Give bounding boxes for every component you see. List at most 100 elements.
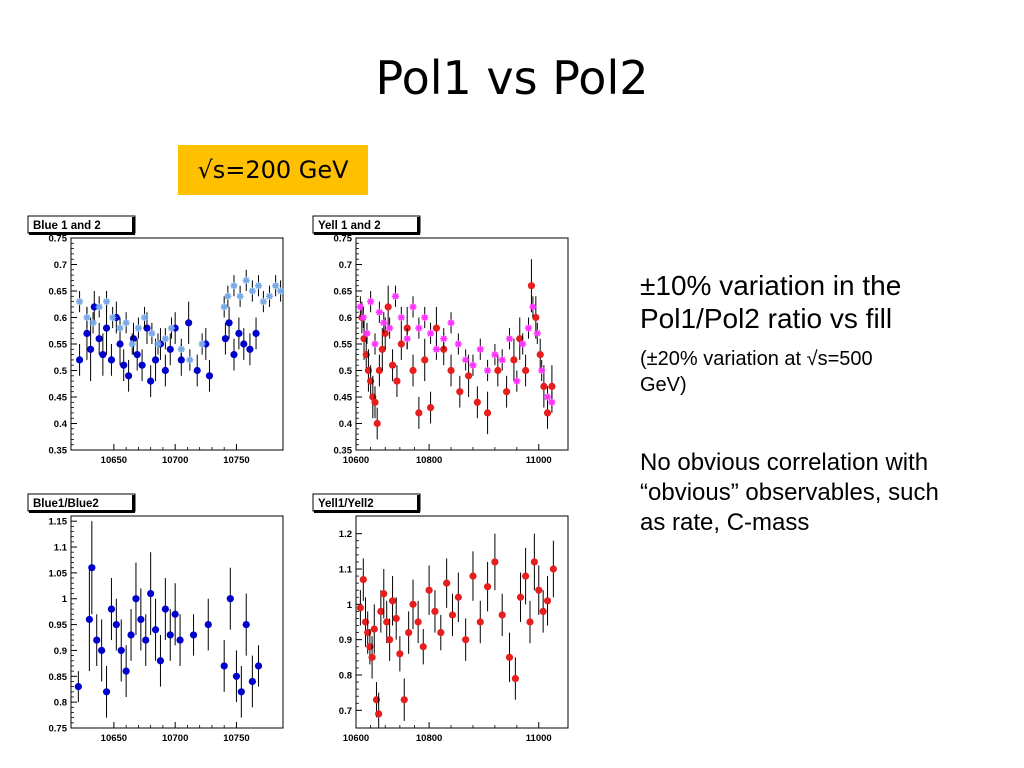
yell-1-and-2-marker [532, 313, 540, 322]
blue-1-and-2-marker [140, 313, 149, 322]
yell-1-and-2-point [375, 301, 383, 323]
blue1-blue2-point [237, 665, 245, 718]
blue-1-and-2-ytick-label: 0.6 [54, 313, 67, 324]
yell-1-and-2-point [502, 375, 511, 408]
yell-1-and-2-ytick-label: 0.5 [339, 366, 353, 377]
blue-1-and-2-point [193, 354, 201, 387]
blue-1-and-2-point [230, 338, 238, 371]
blue-1-and-2-marker [224, 292, 232, 300]
blue1-blue2-ytick-label: 0.95 [49, 620, 68, 631]
yell-1-and-2-ytick-label: 0.4 [339, 419, 353, 430]
blue1-blue2-point [132, 562, 140, 635]
blue-1-and-2-point [122, 312, 130, 334]
yell-1-and-2-point [384, 285, 392, 329]
yell-1-and-2-point [483, 359, 492, 382]
blue1-blue2-marker [254, 662, 263, 670]
yell1-yell2-marker [491, 558, 499, 566]
blue-1-and-2-point [205, 359, 214, 392]
blue-1-and-2-marker [242, 276, 250, 284]
yell-1-and-2-point [533, 322, 541, 344]
blue-1-and-2-xtick-label: 10700 [162, 455, 188, 466]
yell1-yell2-marker [383, 618, 391, 626]
blue-1-and-2-marker [248, 287, 256, 295]
blue-1-and-2-point [177, 338, 185, 360]
yell-1-and-2-ytick-label: 0.65 [334, 287, 353, 298]
yell-1-and-2-point [524, 317, 533, 339]
blue-1-and-2-marker [107, 356, 116, 364]
blue1-blue2-marker [189, 631, 198, 639]
blue-1-and-2-marker [151, 356, 160, 364]
yell-1-and-2-point [371, 386, 379, 419]
yell-1-and-2-marker [375, 308, 383, 316]
blue-1-and-2-marker [122, 319, 130, 327]
blue1-blue2-ytick-label: 1.1 [54, 543, 68, 554]
blue1-blue2-marker [117, 646, 125, 655]
yell1-yell2-point [530, 533, 538, 591]
bullet-variation: ±10% variation in the Pol1/Pol2 ratio vs… [640, 270, 902, 334]
blue1-blue2-ytick-label: 1.15 [49, 517, 68, 528]
yell-1-and-2-marker [432, 345, 441, 353]
blue1-blue2-ytick-label: 0.9 [54, 646, 67, 657]
blue1-blue2-point [171, 583, 179, 646]
yell1-yell2-point [535, 565, 543, 615]
yell1-yell2-point [392, 597, 400, 640]
blue-1-and-2-point [99, 333, 107, 376]
yell1-yell2-point [476, 600, 484, 644]
yell-1-and-2-marker [426, 329, 435, 337]
yell-1-and-2-chart: Yell 1 and 2 0.35 0.4 0.45 0.5 0.55 0.6 0.65 0.7… [310, 212, 580, 472]
yell1-yell2-point [469, 551, 477, 601]
yell-1-and-2-marker [524, 324, 533, 332]
yell-1-and-2-point [522, 354, 530, 387]
blue1-blue2-point [127, 609, 135, 661]
blue-1-and-2-point [186, 349, 194, 371]
yell-1-and-2-marker [421, 356, 429, 364]
blue1-blue2-marker [232, 672, 241, 680]
yell1-yell2-marker [505, 653, 514, 661]
blue-1-and-2-point [230, 275, 238, 297]
blue1-blue2-point [107, 578, 116, 641]
blue-1-and-2-marker [148, 329, 156, 337]
blue-1-and-2-point [116, 317, 124, 339]
yell-1-and-2-xtick-label: 11000 [526, 455, 552, 466]
blue-1-and-2-point [185, 301, 193, 344]
yell-1-and-2-marker [502, 388, 511, 396]
blue-1-and-2-point [265, 285, 274, 307]
yell-1-and-2-point [397, 328, 405, 360]
yell1-yell2-point [388, 576, 397, 626]
yell1-yell2-marker [522, 572, 530, 580]
blue-1-and-2-marker [205, 372, 214, 380]
blue1-blue2-frame [70, 515, 284, 729]
blue-1-and-2-point [147, 365, 155, 397]
yell1-yell2-point [491, 533, 499, 591]
yell1-yell2-plot: Yell1/Yell2 0.7 0.8 0.9 1 1.1 1.2 10600 10800 110… [310, 490, 580, 750]
yell-1-and-2-marker [536, 351, 544, 359]
yell1-yell2-ytick-label: 1 [347, 600, 353, 611]
blue-1-and-2-point [236, 285, 244, 307]
yell1-yell2-point [375, 692, 383, 728]
yell1-yell2-marker [469, 572, 477, 580]
yell-1-and-2-series-2 [356, 285, 556, 413]
yell-1-and-2-xtick-label: 10600 [343, 455, 369, 466]
blue-1-and-2-marker [198, 340, 206, 348]
blue1-blue2-marker [132, 595, 140, 603]
blue1-blue2-marker [98, 646, 106, 655]
blue-1-and-2-marker [265, 292, 274, 300]
blue1-blue2-marker [127, 631, 135, 639]
yell-1-and-2-marker [371, 340, 379, 348]
yell-1-and-2-point [505, 328, 514, 350]
yell-1-and-2-point [409, 354, 417, 387]
blue-1-and-2-point [124, 359, 133, 392]
blue-1-and-2-marker [161, 366, 169, 375]
blue1-blue2-chart: Blue1/Blue2 0.75 0.8 0.85 0.9 0.95 1 1.05 1.1 1.1… [25, 490, 295, 750]
yell-1-and-2-point [356, 296, 364, 318]
blue1-blue2-title-box: Blue1/Blue2 [27, 493, 136, 513]
blue1-blue2-marker [237, 688, 245, 696]
yell1-yell2-point [539, 590, 547, 633]
yell-1-and-2-marker [393, 377, 401, 385]
yell-1-and-2-marker [469, 361, 477, 369]
yell1-yell2-marker [409, 600, 417, 608]
blue1-blue2-point [117, 619, 125, 682]
blue1-blue2-series-1 [74, 521, 263, 718]
blue1-blue2-ytick-label: 0.85 [49, 672, 68, 683]
blue1-blue2-point [88, 521, 96, 615]
